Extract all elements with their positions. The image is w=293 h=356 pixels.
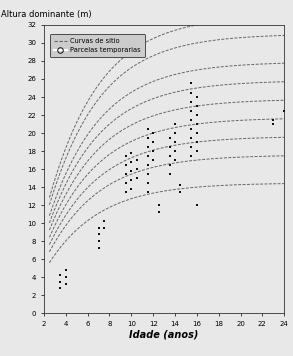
Point bbox=[195, 202, 199, 208]
Point bbox=[58, 285, 63, 291]
Point bbox=[134, 157, 139, 163]
Point bbox=[156, 209, 161, 215]
Point bbox=[189, 99, 194, 104]
Point bbox=[134, 166, 139, 172]
Point bbox=[282, 108, 287, 113]
Point bbox=[195, 103, 199, 109]
Legend: Curvas de sitio, Parcelas temporarias: Curvas de sitio, Parcelas temporarias bbox=[50, 34, 145, 57]
Point bbox=[189, 135, 194, 140]
Point bbox=[64, 274, 68, 280]
X-axis label: Idade (anos): Idade (anos) bbox=[130, 330, 199, 340]
Text: Altura dominante (m): Altura dominante (m) bbox=[1, 10, 91, 19]
Point bbox=[96, 225, 101, 231]
Point bbox=[145, 144, 150, 150]
Point bbox=[178, 183, 183, 188]
Point bbox=[102, 225, 106, 231]
Point bbox=[129, 177, 134, 183]
Point bbox=[189, 90, 194, 95]
Point bbox=[129, 186, 134, 192]
Point bbox=[129, 150, 134, 156]
Point bbox=[145, 135, 150, 140]
Point bbox=[167, 171, 172, 177]
Point bbox=[156, 202, 161, 208]
Point bbox=[189, 81, 194, 87]
Point bbox=[195, 112, 199, 118]
Point bbox=[134, 175, 139, 181]
Point bbox=[151, 157, 156, 163]
Point bbox=[195, 121, 199, 127]
Point bbox=[64, 282, 68, 287]
Point bbox=[189, 153, 194, 158]
Point bbox=[173, 121, 177, 127]
Point bbox=[189, 108, 194, 113]
Point bbox=[129, 168, 134, 174]
Point bbox=[96, 246, 101, 251]
Point bbox=[58, 273, 63, 278]
Point bbox=[124, 171, 128, 177]
Point bbox=[124, 162, 128, 167]
Point bbox=[189, 126, 194, 131]
Point bbox=[145, 189, 150, 194]
Point bbox=[195, 148, 199, 154]
Point bbox=[167, 135, 172, 140]
Point bbox=[145, 162, 150, 167]
Point bbox=[195, 94, 199, 100]
Point bbox=[151, 139, 156, 145]
Point bbox=[96, 231, 101, 237]
Point bbox=[124, 180, 128, 185]
Point bbox=[151, 130, 156, 136]
Point bbox=[145, 171, 150, 177]
Point bbox=[173, 148, 177, 154]
Point bbox=[145, 180, 150, 185]
Point bbox=[145, 126, 150, 131]
Point bbox=[271, 117, 276, 122]
Point bbox=[189, 117, 194, 122]
Point bbox=[145, 153, 150, 158]
Point bbox=[271, 121, 276, 127]
Point bbox=[124, 189, 128, 194]
Point bbox=[178, 189, 183, 194]
Point bbox=[195, 130, 199, 136]
Point bbox=[64, 267, 68, 273]
Point bbox=[173, 157, 177, 163]
Point bbox=[151, 148, 156, 154]
Point bbox=[173, 139, 177, 145]
Point bbox=[167, 162, 172, 167]
Point bbox=[129, 159, 134, 165]
Point bbox=[124, 153, 128, 158]
Point bbox=[167, 153, 172, 158]
Point bbox=[167, 144, 172, 150]
Point bbox=[58, 279, 63, 284]
Point bbox=[195, 139, 199, 145]
Point bbox=[189, 144, 194, 150]
Point bbox=[96, 239, 101, 244]
Point bbox=[173, 130, 177, 136]
Point bbox=[102, 219, 106, 224]
